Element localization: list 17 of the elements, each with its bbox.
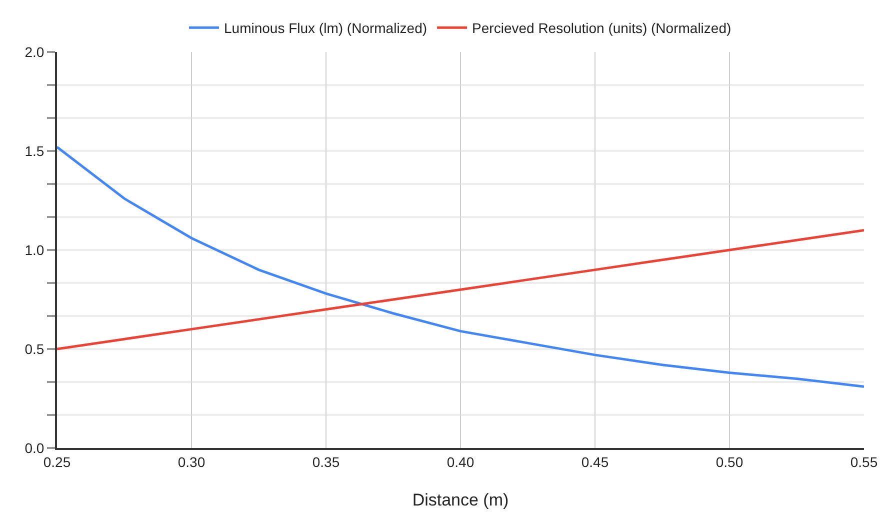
x-tick-label: 0.50: [716, 454, 744, 470]
line-series: [57, 146, 864, 388]
y-tick-label: 1.5: [24, 142, 44, 159]
y-tick-label: 0.5: [24, 340, 44, 357]
x-tick-label: 0.40: [446, 454, 474, 470]
x-axis-title: Distance (m): [412, 490, 509, 510]
legend-label: Percieved Resolution (units) (Normalized): [472, 20, 732, 36]
x-tick-label: 0.25: [43, 454, 71, 470]
y-tick-label: 0.0: [24, 440, 44, 456]
x-tick-label: 0.30: [178, 454, 206, 470]
y-tick-label: 2.0: [24, 44, 44, 60]
line-series: [57, 228, 864, 350]
x-tick-label: 0.45: [581, 454, 609, 470]
legend-label: Luminous Flux (lm) (Normalized): [224, 20, 428, 36]
x-tick-label: 0.55: [850, 454, 878, 470]
y-tick-label: 1.0: [24, 242, 44, 258]
x-tick-label: 0.35: [312, 454, 340, 470]
